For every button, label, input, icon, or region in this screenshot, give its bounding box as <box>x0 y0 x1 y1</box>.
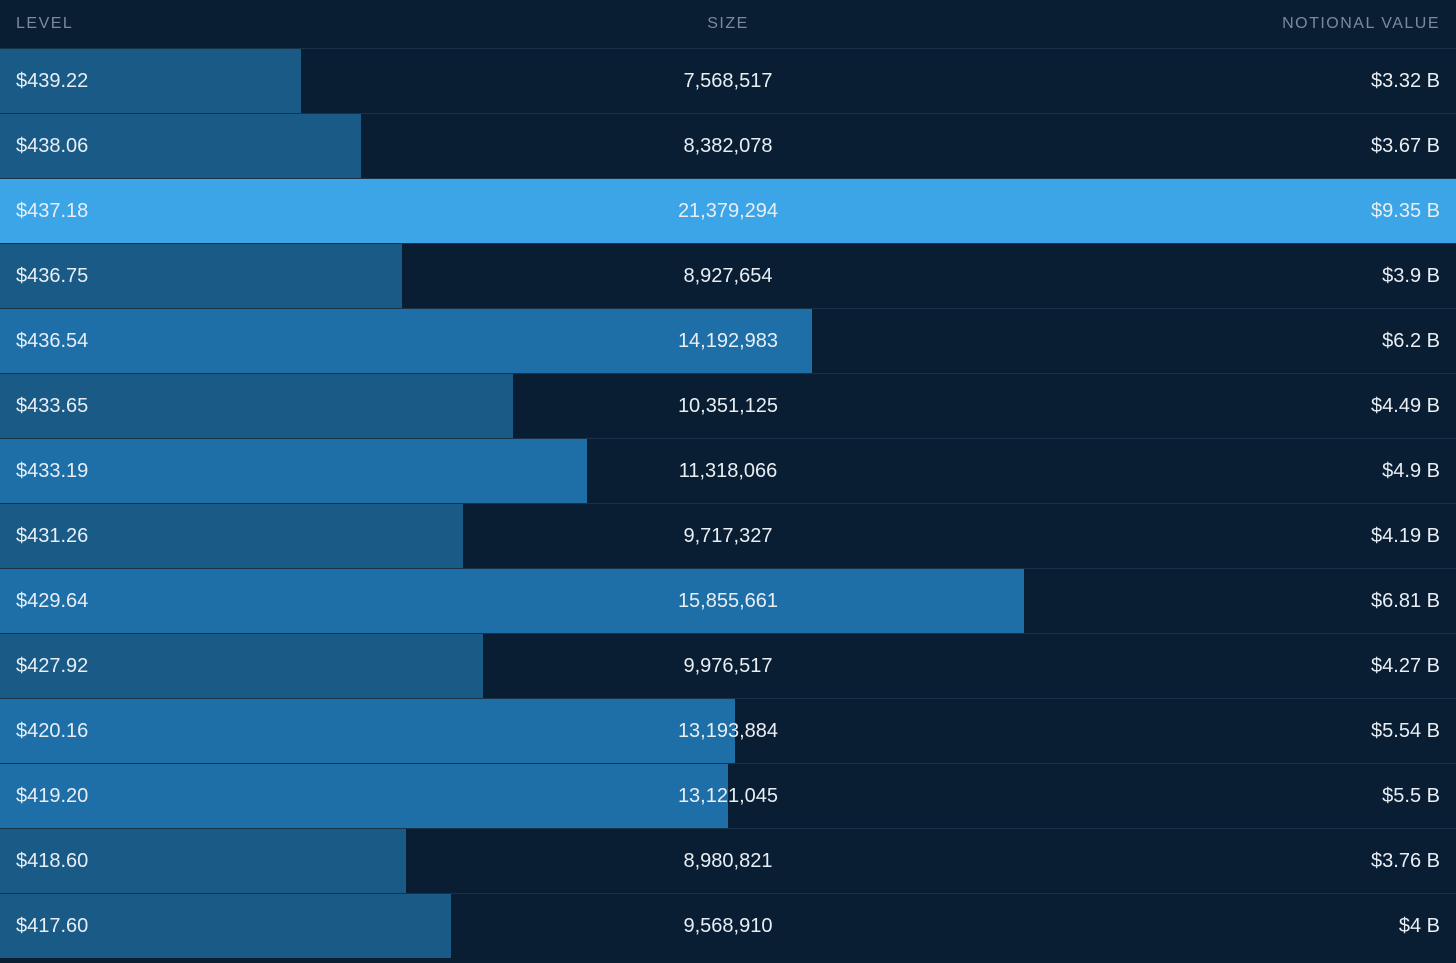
cell-notional: $9.35 B <box>1140 200 1440 223</box>
cell-size: 13,193,884 <box>316 720 1140 743</box>
cell-size: 8,382,078 <box>316 135 1140 158</box>
row-content: $437.1821,379,294$9.35 B <box>0 200 1456 223</box>
cell-level: $429.64 <box>16 590 316 613</box>
row-content: $438.068,382,078$3.67 B <box>0 135 1456 158</box>
header-notional: NOTIONAL VALUE <box>1140 15 1440 33</box>
header-level: LEVEL <box>16 15 316 33</box>
table-row[interactable]: $418.608,980,821$3.76 B <box>0 828 1456 893</box>
row-content: $429.6415,855,661$6.81 B <box>0 590 1456 613</box>
table-row[interactable]: $429.6415,855,661$6.81 B <box>0 568 1456 633</box>
cell-size: 9,717,327 <box>316 525 1140 548</box>
header-size: SIZE <box>316 15 1140 33</box>
cell-notional: $4.27 B <box>1140 655 1440 678</box>
table-row[interactable]: $433.1911,318,066$4.9 B <box>0 438 1456 503</box>
table-row[interactable]: $419.2013,121,045$5.5 B <box>0 763 1456 828</box>
cell-notional: $3.76 B <box>1140 850 1440 873</box>
row-content: $431.269,717,327$4.19 B <box>0 525 1456 548</box>
row-content: $433.1911,318,066$4.9 B <box>0 460 1456 483</box>
cell-notional: $4.49 B <box>1140 395 1440 418</box>
cell-size: 8,980,821 <box>316 850 1140 873</box>
cell-size: 11,318,066 <box>316 460 1140 483</box>
cell-notional: $3.9 B <box>1140 265 1440 288</box>
cell-notional: $3.32 B <box>1140 70 1440 93</box>
row-content: $420.1613,193,884$5.54 B <box>0 720 1456 743</box>
cell-level: $438.06 <box>16 135 316 158</box>
table-row[interactable]: $431.269,717,327$4.19 B <box>0 503 1456 568</box>
table-row[interactable]: $417.609,568,910$4 B <box>0 893 1456 958</box>
table-row[interactable]: $437.1821,379,294$9.35 B <box>0 178 1456 243</box>
cell-notional: $3.67 B <box>1140 135 1440 158</box>
cell-level: $417.60 <box>16 915 316 938</box>
cell-level: $431.26 <box>16 525 316 548</box>
cell-level: $419.20 <box>16 785 316 808</box>
cell-size: 10,351,125 <box>316 395 1140 418</box>
depth-table: LEVEL SIZE NOTIONAL VALUE $439.227,568,5… <box>0 0 1456 963</box>
cell-size: 9,976,517 <box>316 655 1140 678</box>
cell-size: 21,379,294 <box>316 200 1140 223</box>
row-content: $419.2013,121,045$5.5 B <box>0 785 1456 808</box>
cell-level: $439.22 <box>16 70 316 93</box>
cell-level: $418.60 <box>16 850 316 873</box>
cell-level: $427.92 <box>16 655 316 678</box>
cell-level: $437.18 <box>16 200 316 223</box>
cell-size: 13,121,045 <box>316 785 1140 808</box>
table-header-row: LEVEL SIZE NOTIONAL VALUE <box>0 0 1456 48</box>
cell-size: 9,568,910 <box>316 915 1140 938</box>
cell-size: 7,568,517 <box>316 70 1140 93</box>
table-row[interactable]: $438.068,382,078$3.67 B <box>0 113 1456 178</box>
table-body: $439.227,568,517$3.32 B$438.068,382,078$… <box>0 48 1456 958</box>
cell-notional: $4 B <box>1140 915 1440 938</box>
table-row[interactable]: $427.929,976,517$4.27 B <box>0 633 1456 698</box>
cell-notional: $6.2 B <box>1140 330 1440 353</box>
cell-notional: $5.54 B <box>1140 720 1440 743</box>
cell-notional: $5.5 B <box>1140 785 1440 808</box>
cell-level: $436.75 <box>16 265 316 288</box>
row-content: $436.758,927,654$3.9 B <box>0 265 1456 288</box>
table-row[interactable]: $420.1613,193,884$5.54 B <box>0 698 1456 763</box>
table-row[interactable]: $436.758,927,654$3.9 B <box>0 243 1456 308</box>
cell-notional: $4.19 B <box>1140 525 1440 548</box>
row-content: $427.929,976,517$4.27 B <box>0 655 1456 678</box>
cell-size: 8,927,654 <box>316 265 1140 288</box>
row-content: $418.608,980,821$3.76 B <box>0 850 1456 873</box>
cell-level: $433.65 <box>16 395 316 418</box>
cell-level: $436.54 <box>16 330 316 353</box>
table-row[interactable]: $433.6510,351,125$4.49 B <box>0 373 1456 438</box>
row-content: $417.609,568,910$4 B <box>0 915 1456 938</box>
row-content: $439.227,568,517$3.32 B <box>0 70 1456 93</box>
cell-size: 15,855,661 <box>316 590 1140 613</box>
cell-notional: $6.81 B <box>1140 590 1440 613</box>
cell-size: 14,192,983 <box>316 330 1140 353</box>
row-content: $433.6510,351,125$4.49 B <box>0 395 1456 418</box>
row-content: $436.5414,192,983$6.2 B <box>0 330 1456 353</box>
cell-notional: $4.9 B <box>1140 460 1440 483</box>
table-row[interactable]: $436.5414,192,983$6.2 B <box>0 308 1456 373</box>
cell-level: $420.16 <box>16 720 316 743</box>
table-row[interactable]: $439.227,568,517$3.32 B <box>0 48 1456 113</box>
cell-level: $433.19 <box>16 460 316 483</box>
